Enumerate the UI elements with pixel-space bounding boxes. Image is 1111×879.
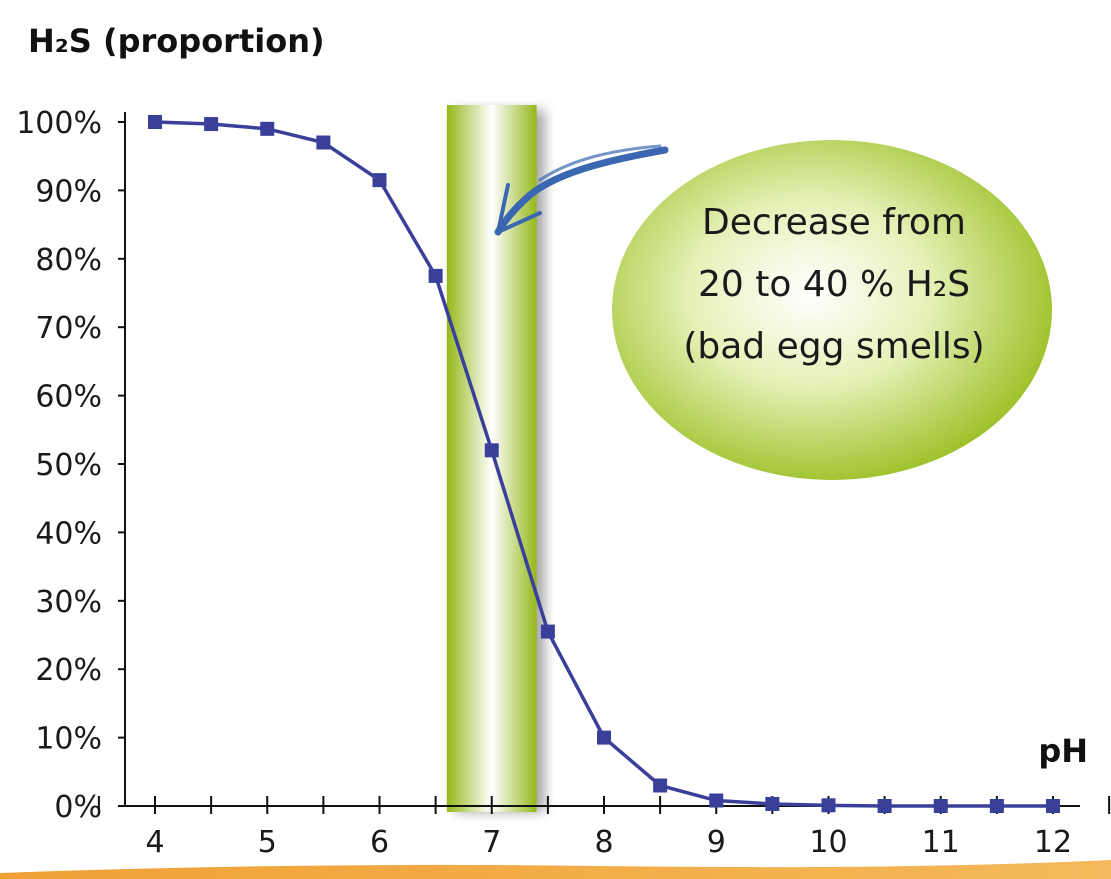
data-point — [1046, 799, 1060, 813]
series-points — [148, 115, 1060, 813]
data-point — [260, 121, 275, 136]
y-tick-label: 10% — [35, 722, 102, 757]
x-axis-title: pH — [1038, 732, 1088, 770]
y-tick-label: 60% — [35, 380, 102, 415]
y-tick-label: 80% — [35, 243, 102, 278]
x-tick-label: 11 — [922, 825, 960, 860]
x-tick-label: 8 — [594, 825, 613, 860]
annotation-line-3: (bad egg smells) — [683, 326, 984, 367]
y-tick-label: 100% — [16, 106, 102, 141]
annotation-line-2: 20 to 40 % H₂S — [698, 264, 970, 305]
x-tick-label: 4 — [145, 825, 164, 860]
y-tick-label: 0% — [54, 790, 102, 825]
x-tick-label: 7 — [482, 825, 501, 860]
data-point — [316, 135, 331, 150]
annotation-arrow-icon — [494, 144, 669, 236]
x-tick-label: 6 — [370, 825, 389, 860]
data-point — [989, 799, 1004, 813]
y-tick-label: 70% — [35, 311, 102, 346]
data-point — [877, 799, 892, 813]
data-point — [709, 793, 724, 808]
x-tick-label: 12 — [1034, 825, 1072, 860]
data-point — [204, 117, 219, 132]
data-point — [148, 115, 162, 129]
y-ticks: 0% 10% 20% 30% 40% 50% 60% 70% 80% 90% 100% — [16, 106, 125, 825]
annotation-line-1: Decrease from — [702, 202, 966, 243]
data-point — [372, 173, 387, 188]
x-tick-label: 9 — [707, 825, 726, 860]
data-point — [653, 778, 668, 793]
data-point — [765, 796, 780, 811]
highlight-band — [446, 105, 537, 812]
x-ticks: 4 5 6 7 8 9 10 11 12 — [97, 796, 1111, 860]
y-tick-label: 20% — [35, 653, 102, 688]
y-tick-label: 50% — [35, 448, 102, 483]
x-tick-label: 5 — [258, 825, 277, 860]
bottom-stripe — [0, 860, 1111, 879]
y-axis-title: H₂S (proportion) — [28, 22, 325, 60]
y-tick-label: 40% — [35, 516, 102, 551]
data-point — [597, 730, 611, 745]
data-point — [428, 268, 443, 283]
data-point — [484, 443, 499, 458]
data-point — [821, 798, 836, 813]
data-point — [540, 624, 555, 639]
y-tick-label: 90% — [35, 174, 102, 209]
data-point — [933, 799, 948, 813]
annotation-bubble — [612, 140, 1052, 480]
y-tick-label: 30% — [35, 585, 102, 620]
x-tick-label: 10 — [809, 825, 847, 860]
